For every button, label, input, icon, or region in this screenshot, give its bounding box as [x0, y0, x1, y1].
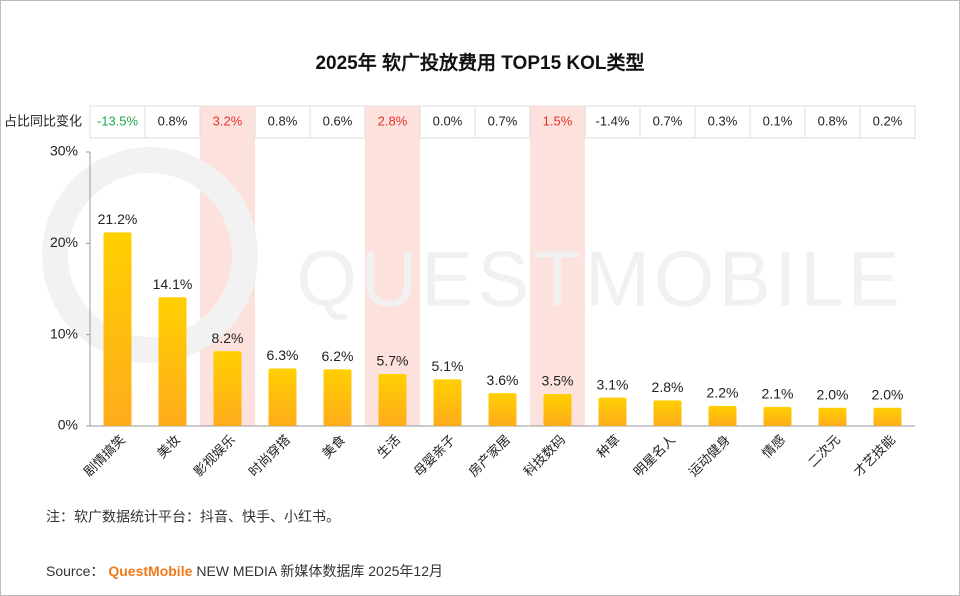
- bar: [268, 368, 297, 426]
- change-value: 2.8%: [378, 113, 408, 128]
- bar: [818, 407, 847, 426]
- value-label: 2.0%: [817, 386, 849, 402]
- value-label: 14.1%: [153, 276, 193, 292]
- change-value: 0.7%: [488, 113, 518, 128]
- change-value: 0.1%: [763, 113, 793, 128]
- watermark: QUESTMOBILE: [296, 235, 903, 323]
- value-label: 2.0%: [872, 386, 904, 402]
- y-tick-label: 30%: [50, 143, 78, 159]
- value-label: 2.2%: [707, 385, 739, 401]
- bar: [598, 397, 627, 426]
- value-label: 6.3%: [267, 347, 299, 363]
- chart-title: 2025年 软广投放费用 TOP15 KOL类型: [315, 51, 644, 74]
- value-label: 3.6%: [487, 372, 519, 388]
- y-tick-label: 20%: [50, 234, 78, 250]
- change-value: 0.0%: [433, 113, 463, 128]
- value-label: 2.8%: [652, 379, 684, 395]
- bar: [873, 407, 902, 426]
- change-value: -1.4%: [596, 113, 630, 128]
- change-value: 0.7%: [653, 113, 683, 128]
- value-label: 3.1%: [597, 376, 629, 392]
- change-value: 3.2%: [213, 113, 243, 128]
- bar: [543, 394, 572, 426]
- source-label: Source：: [46, 563, 104, 579]
- value-label: 6.2%: [322, 348, 354, 364]
- highlight-column: [365, 106, 420, 426]
- y-tick-label: 0%: [58, 417, 78, 433]
- value-label: 3.5%: [542, 373, 574, 389]
- change-row-frame: [89, 105, 916, 139]
- bar: [708, 405, 737, 426]
- highlight-column: [530, 106, 585, 426]
- change-value: 0.8%: [818, 113, 848, 128]
- bar: [213, 351, 242, 426]
- value-label: 8.2%: [212, 330, 244, 346]
- bar: [378, 373, 407, 426]
- change-value: 0.6%: [323, 113, 353, 128]
- change-value: 1.5%: [543, 113, 573, 128]
- source-brand: QuestMobile: [108, 563, 192, 579]
- change-value: 0.2%: [873, 113, 903, 128]
- change-value: 0.8%: [268, 113, 298, 128]
- bar: [323, 369, 352, 426]
- change-row-label: 占比同比变化: [4, 113, 82, 128]
- value-label: 5.1%: [432, 358, 464, 374]
- value-label: 2.1%: [762, 386, 794, 402]
- bar: [433, 379, 462, 426]
- bar: [488, 393, 517, 426]
- value-label: 5.7%: [377, 353, 409, 369]
- note: 注：软广数据统计平台：抖音、快手、小红书。: [46, 509, 340, 525]
- value-label: 21.2%: [98, 211, 138, 227]
- change-value: -13.5%: [97, 113, 139, 128]
- bar: [158, 297, 187, 426]
- source-text: NEW MEDIA 新媒体数据库 2025年12月: [196, 563, 443, 579]
- bar: [653, 400, 682, 426]
- watermark-logo: [42, 147, 258, 363]
- change-value: 0.8%: [158, 113, 188, 128]
- change-value: 0.3%: [708, 113, 738, 128]
- y-tick-label: 10%: [50, 325, 78, 341]
- source: Source： QuestMobile NEW MEDIA 新媒体数据库 2025年…: [46, 563, 443, 579]
- bar: [103, 232, 132, 426]
- bar: [763, 406, 792, 426]
